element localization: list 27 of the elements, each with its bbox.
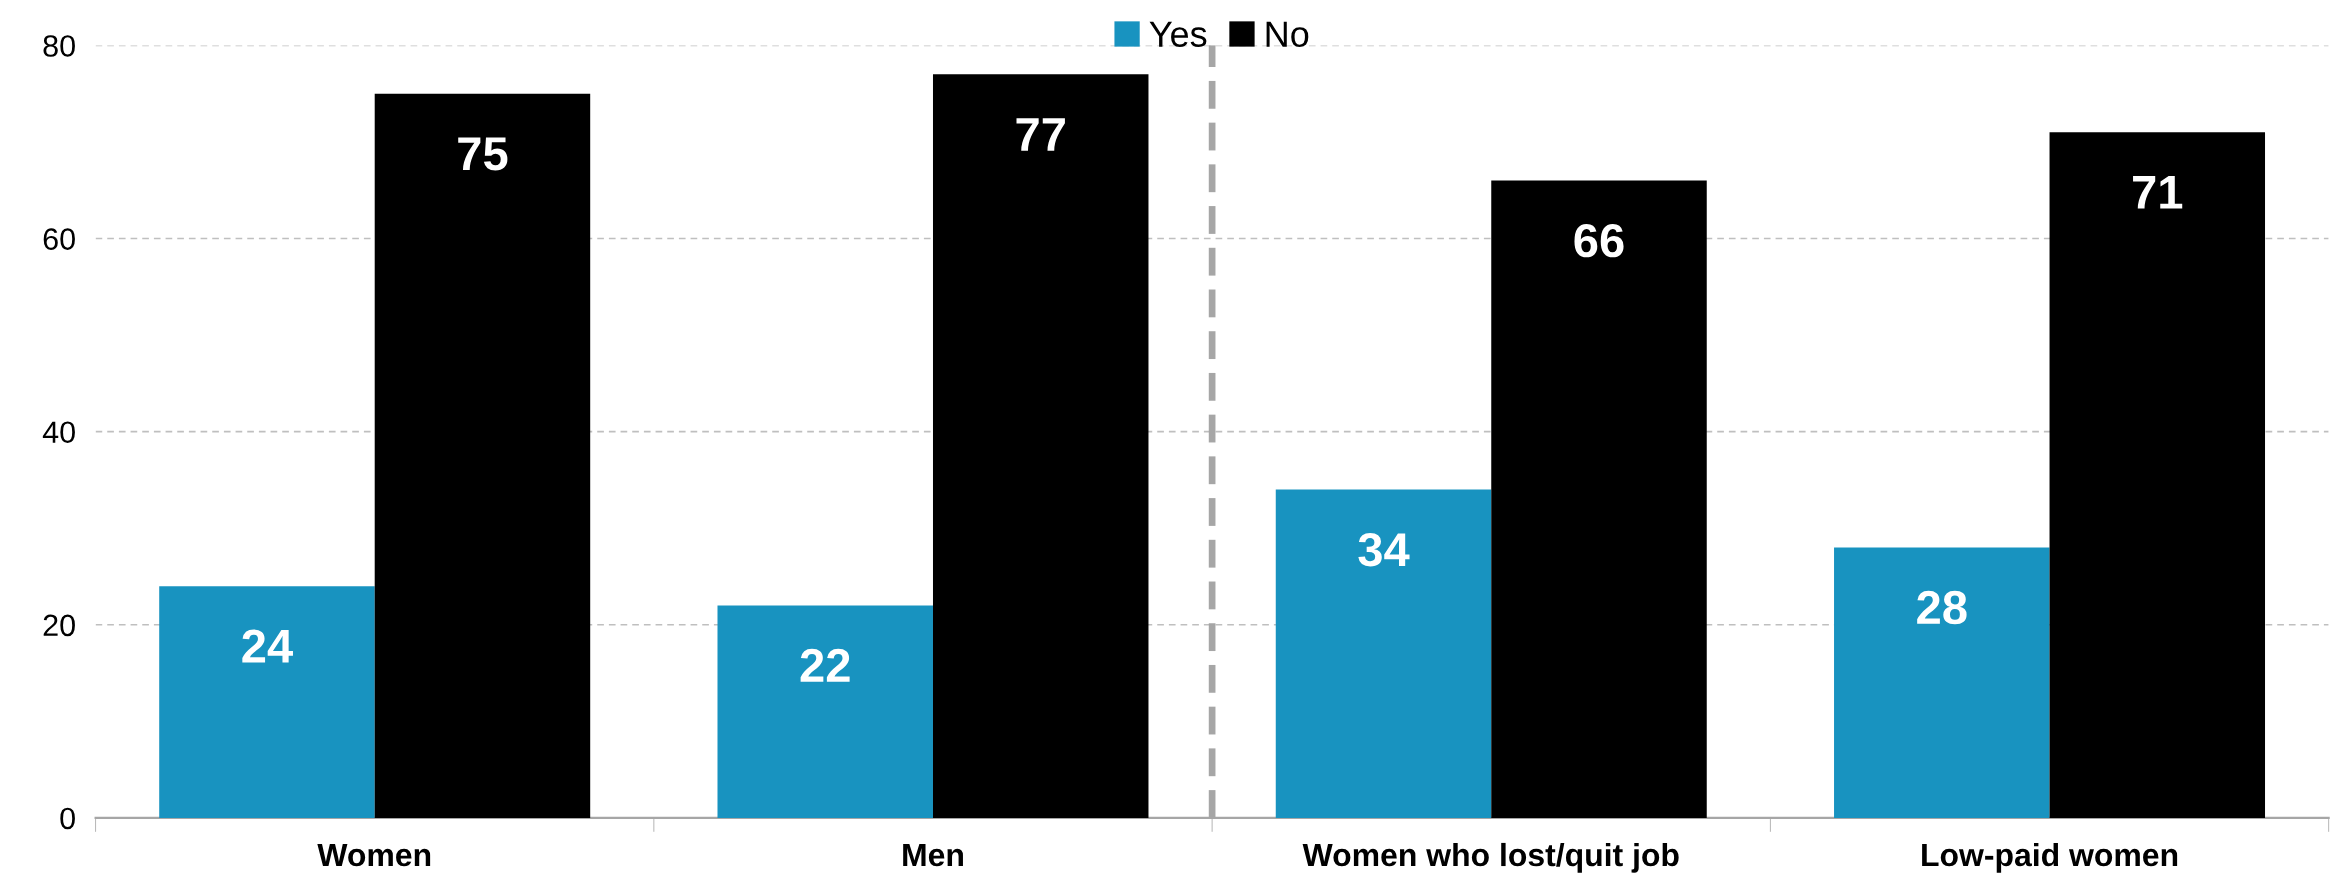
bar bbox=[2049, 132, 2266, 818]
data-label: 75 bbox=[458, 137, 508, 171]
bar bbox=[717, 605, 933, 818]
data-label: 77 bbox=[1016, 118, 1065, 151]
data-label: 22 bbox=[800, 648, 850, 682]
y-tick-label: 0 bbox=[60, 807, 75, 830]
y-tick-label: 80 bbox=[43, 35, 75, 57]
y-tick-label: 60 bbox=[43, 228, 75, 250]
data-label: 24 bbox=[242, 629, 293, 663]
bar bbox=[1491, 180, 1707, 818]
x-tick-label: Women bbox=[317, 844, 431, 867]
data-label: 66 bbox=[1574, 223, 1624, 258]
bar bbox=[159, 586, 375, 818]
data-label: 28 bbox=[1917, 590, 1967, 625]
x-tick-label: Men bbox=[903, 844, 963, 867]
data-label: 34 bbox=[1358, 532, 1410, 567]
x-tick-label: Women who lost/quit job bbox=[1302, 842, 1679, 873]
bar bbox=[1834, 547, 2050, 818]
bar bbox=[1275, 489, 1492, 818]
bar bbox=[932, 74, 1149, 818]
y-tick-label: 40 bbox=[42, 421, 75, 444]
x-tick-label: Low-paid women bbox=[1922, 842, 2178, 873]
legend-label: Yes bbox=[1149, 21, 1207, 47]
y-tick-label: 20 bbox=[43, 614, 75, 637]
legend-label: No bbox=[1266, 21, 1309, 47]
bar bbox=[374, 93, 591, 818]
data-label: 71 bbox=[2133, 176, 2183, 209]
